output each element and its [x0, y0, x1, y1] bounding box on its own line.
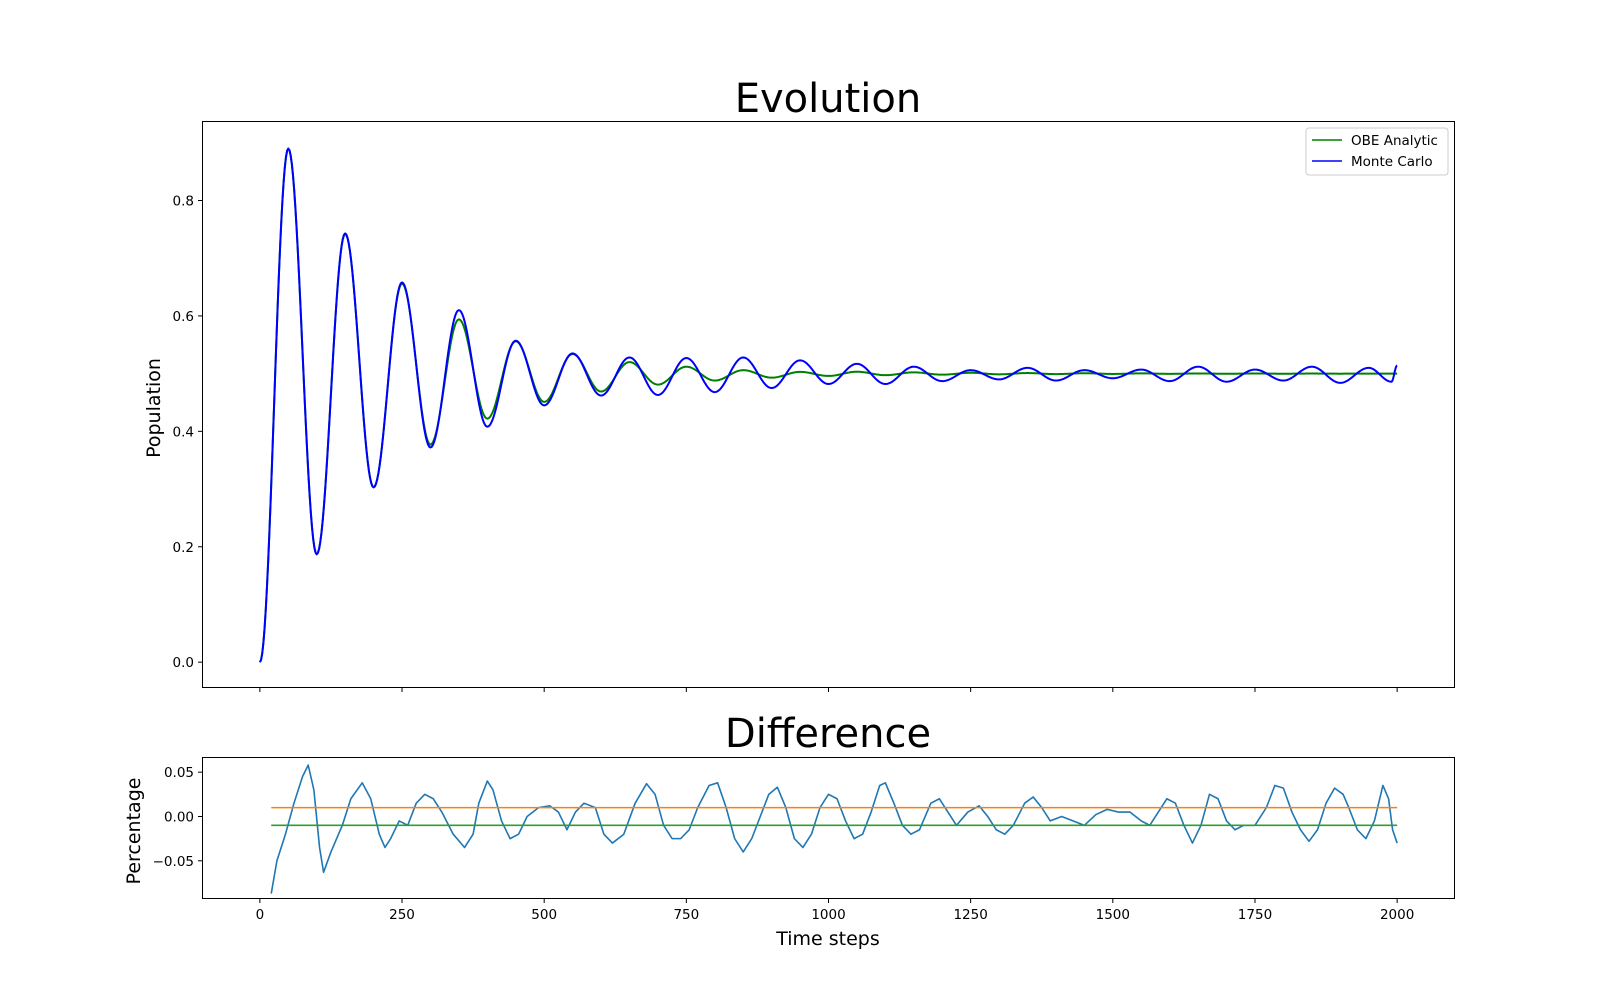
evolution-series-layer	[258, 147, 1398, 663]
legend-obe-label: OBE Analytic	[1351, 133, 1438, 149]
evolution-y-axis-label: Population	[143, 358, 165, 458]
evolution-title: Evolution	[735, 76, 922, 122]
x-tick-label: 750	[673, 907, 699, 923]
x-tick-label: 1000	[811, 907, 845, 923]
y-tick-label: 0.4	[173, 424, 194, 440]
x-tick-label: 1750	[1238, 907, 1272, 923]
y-tick-label: 0.0	[173, 655, 194, 671]
difference-panel: Difference Percentage Time steps 0 250 500…	[123, 711, 1455, 950]
legend: OBE Analytic Monte Carlo	[1305, 127, 1449, 176]
difference-x-axis-label: Time steps	[775, 928, 880, 950]
y-tick-label: 0.00	[164, 809, 194, 825]
y-tick-label: 0.8	[173, 193, 194, 209]
x-tick-label: 1250	[953, 907, 987, 923]
difference-title: Difference	[725, 711, 931, 757]
legend-monte-carlo-label: Monte Carlo	[1351, 154, 1433, 170]
difference-y-axis-label: Percentage	[123, 778, 145, 885]
difference-ticks: 0 250 500 750 1000 1250 1500 1750 2000 −0.05 0.00 0…	[153, 765, 1415, 923]
evolution-ticks: 0.0 0.2 0.4 0.6 0.8	[173, 193, 1398, 692]
difference-series-0-line	[270, 764, 1398, 894]
y-tick-label: −0.05	[153, 854, 194, 870]
y-tick-label: 0.6	[173, 309, 194, 325]
x-tick-label: 250	[389, 907, 415, 923]
evolution-panel: Evolution Population 0.0 0.2 0.4 0.6 0.8 OBE…	[143, 76, 1455, 692]
x-tick-label: 500	[531, 907, 557, 923]
x-tick-label: 2000	[1380, 907, 1414, 923]
x-tick-label: 0	[256, 907, 265, 923]
y-tick-label: 0.2	[173, 540, 194, 556]
y-tick-label: 0.05	[164, 765, 194, 781]
x-tick-label: 1500	[1096, 907, 1130, 923]
difference-series-layer	[270, 764, 1398, 894]
evolution-monte-carlo-line	[258, 147, 1398, 663]
